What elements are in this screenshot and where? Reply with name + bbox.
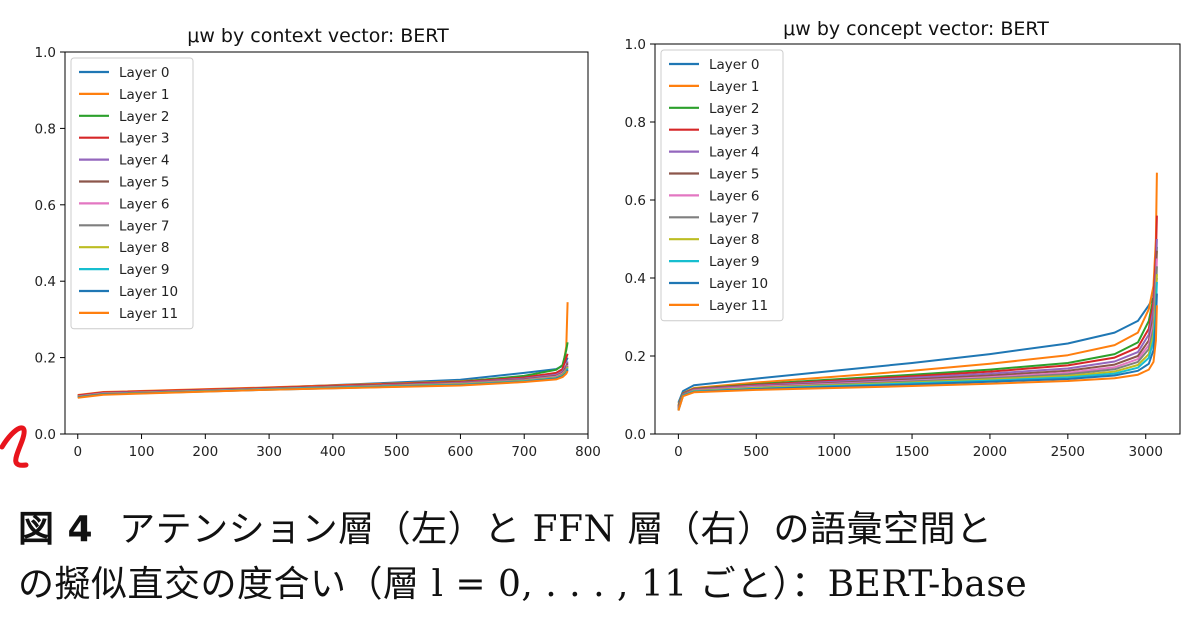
legend-label: Layer 11 xyxy=(119,306,178,322)
legend-label: Layer 3 xyxy=(709,123,760,139)
legend-label: Layer 10 xyxy=(119,284,178,300)
x-tick-label: 2500 xyxy=(1051,444,1085,460)
y-tick-label: 0.8 xyxy=(625,115,646,131)
legend-label: Layer 2 xyxy=(119,109,170,125)
series-line-layer-11 xyxy=(677,305,1158,411)
legend-label: Layer 2 xyxy=(709,101,760,117)
caption-line-1: 図 4 アテンション層（左）と FFN 層（右）の語彙空間と xyxy=(18,502,1193,557)
x-tick-label: 200 xyxy=(192,444,218,460)
legend-label: Layer 0 xyxy=(119,65,170,81)
y-tick-label: 0.2 xyxy=(625,349,646,365)
x-tick-label: 2000 xyxy=(973,444,1007,460)
y-tick-label: 0.4 xyxy=(625,271,646,287)
chart-context-vector: μw by context vector: BERT 0 100 200 300 400 5… xyxy=(35,25,601,460)
x-tick-label: 1000 xyxy=(817,444,851,460)
x-tick-label: 3000 xyxy=(1129,444,1163,460)
plot-frame xyxy=(64,51,589,435)
figure-label: 図 4 xyxy=(18,509,94,550)
legend-box xyxy=(660,49,784,322)
plot-frame xyxy=(654,43,1181,435)
x-tick-label: 100 xyxy=(129,444,155,460)
x-tick-label: 300 xyxy=(256,444,282,460)
y-tick-label: 0.0 xyxy=(625,427,646,443)
y-tick-label: 0.4 xyxy=(35,274,56,290)
legend-label: Layer 6 xyxy=(709,188,760,204)
y-tick-label: 0.6 xyxy=(35,198,56,214)
legend-label: Layer 4 xyxy=(119,153,170,169)
figure-charts: μw by context vector: BERT 0 100 200 300 400 5… xyxy=(35,18,1181,460)
x-tick-label: 400 xyxy=(320,444,346,460)
chart-title: μw by concept vector: BERT xyxy=(783,18,1049,40)
legend-label: Layer 7 xyxy=(709,210,760,226)
legend-label: Layer 6 xyxy=(119,196,170,212)
legend-label: Layer 10 xyxy=(709,276,768,292)
legend-label: Layer 3 xyxy=(119,131,170,147)
y-tick-label: 1.0 xyxy=(35,45,56,61)
legend-label: Layer 5 xyxy=(119,175,170,191)
y-tick-label: 0.2 xyxy=(35,351,56,367)
chart-title: μw by context vector: BERT xyxy=(187,25,449,47)
legend-label: Layer 11 xyxy=(709,298,768,314)
x-tick-label: 500 xyxy=(743,444,769,460)
legend-label: Layer 9 xyxy=(119,262,170,278)
caption-text-1: アテンション層（左）と FFN 層（右）の語彙空間と xyxy=(119,509,993,550)
legend-label: Layer 0 xyxy=(709,57,760,73)
y-tick-label: 0.0 xyxy=(35,427,56,443)
caption-line-2: の擬似直交の度合い（層 l = 0, . . . , 11 ごと）：BERT-b… xyxy=(18,564,1028,605)
y-tick-label: 0.8 xyxy=(35,121,56,137)
x-tick-label: 800 xyxy=(575,444,601,460)
legend-box xyxy=(70,57,194,330)
handwritten-mark xyxy=(0,425,29,468)
legend-label: Layer 8 xyxy=(709,232,760,248)
x-tick-label: 1500 xyxy=(895,444,929,460)
x-tick-label: 700 xyxy=(511,444,537,460)
chart-concept-vector: μw by concept vector: BERT 0 500 1000 1500 20… xyxy=(625,18,1181,460)
y-tick-label: 1.0 xyxy=(625,37,646,53)
legend-label: Layer 7 xyxy=(119,218,170,234)
x-tick-label: 600 xyxy=(448,444,474,460)
legend-label: Layer 9 xyxy=(709,254,760,270)
x-tick-label: 0 xyxy=(674,444,683,460)
legend-label: Layer 5 xyxy=(709,167,760,183)
legend-label: Layer 1 xyxy=(119,87,170,103)
legend-label: Layer 4 xyxy=(709,145,760,161)
x-tick-label: 0 xyxy=(73,444,82,460)
x-tick-label: 500 xyxy=(384,444,410,460)
figure-caption: 図 4 アテンション層（左）と FFN 層（右）の語彙空間と の擬似直交の度合い（… xyxy=(18,502,1193,612)
series-line-layer-11 xyxy=(77,370,569,399)
y-tick-label: 0.6 xyxy=(625,193,646,209)
legend-label: Layer 8 xyxy=(119,240,170,256)
legend-label: Layer 1 xyxy=(709,79,760,95)
